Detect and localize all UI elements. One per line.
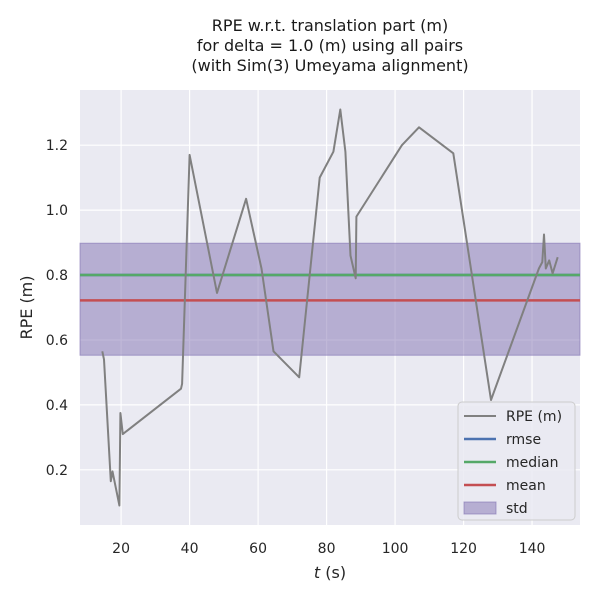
y-axis-ticks: 0.2 0.4 0.6 0.8 1.0 1.2 <box>46 138 68 479</box>
y-tick-label: 0.6 <box>46 333 68 349</box>
y-tick-label: 0.4 <box>46 398 68 414</box>
x-axis-ticks: 20 40 60 80 100 120 140 <box>112 541 545 557</box>
x-axis-label-variable: t <box>314 563 321 582</box>
x-axis-label: t (s) <box>314 563 346 582</box>
legend-box <box>457 401 576 521</box>
chart-title-line-1: RPE w.r.t. translation part (m) <box>212 16 448 35</box>
y-tick-label: 1.2 <box>46 138 68 154</box>
y-tick-label: 0.8 <box>46 268 68 284</box>
legend-swatch <box>463 501 497 515</box>
legend-label: RPE (m) <box>506 409 562 425</box>
chart-title-line-3: (with Sim(3) Umeyama alignment) <box>191 56 468 75</box>
legend: RPE (m) rmse median mean std <box>457 401 576 521</box>
x-tick-label: 20 <box>112 541 130 557</box>
x-tick-label: 100 <box>382 541 409 557</box>
plot-area <box>79 90 581 525</box>
rpe-series-line <box>101 108 559 507</box>
chart-title-line-2: for delta = 1.0 (m) using all pairs <box>197 36 463 55</box>
y-axis-label: RPE (m) <box>17 275 36 339</box>
x-tick-label: 140 <box>519 541 546 557</box>
chart-title: RPE w.r.t. translation part (m)for delta… <box>191 16 468 75</box>
x-tick-label: 80 <box>318 541 336 557</box>
y-tick-label: 1.0 <box>46 203 68 219</box>
legend-label: std <box>506 501 528 517</box>
x-axis-label-unit: (s) <box>320 563 346 582</box>
x-tick-label: 40 <box>181 541 199 557</box>
x-tick-label: 120 <box>450 541 477 557</box>
x-tick-label: 60 <box>249 541 267 557</box>
legend-label: mean <box>506 478 546 494</box>
y-tick-label: 0.2 <box>46 463 68 479</box>
legend-label: median <box>506 455 558 471</box>
legend-label: rmse <box>506 432 541 448</box>
